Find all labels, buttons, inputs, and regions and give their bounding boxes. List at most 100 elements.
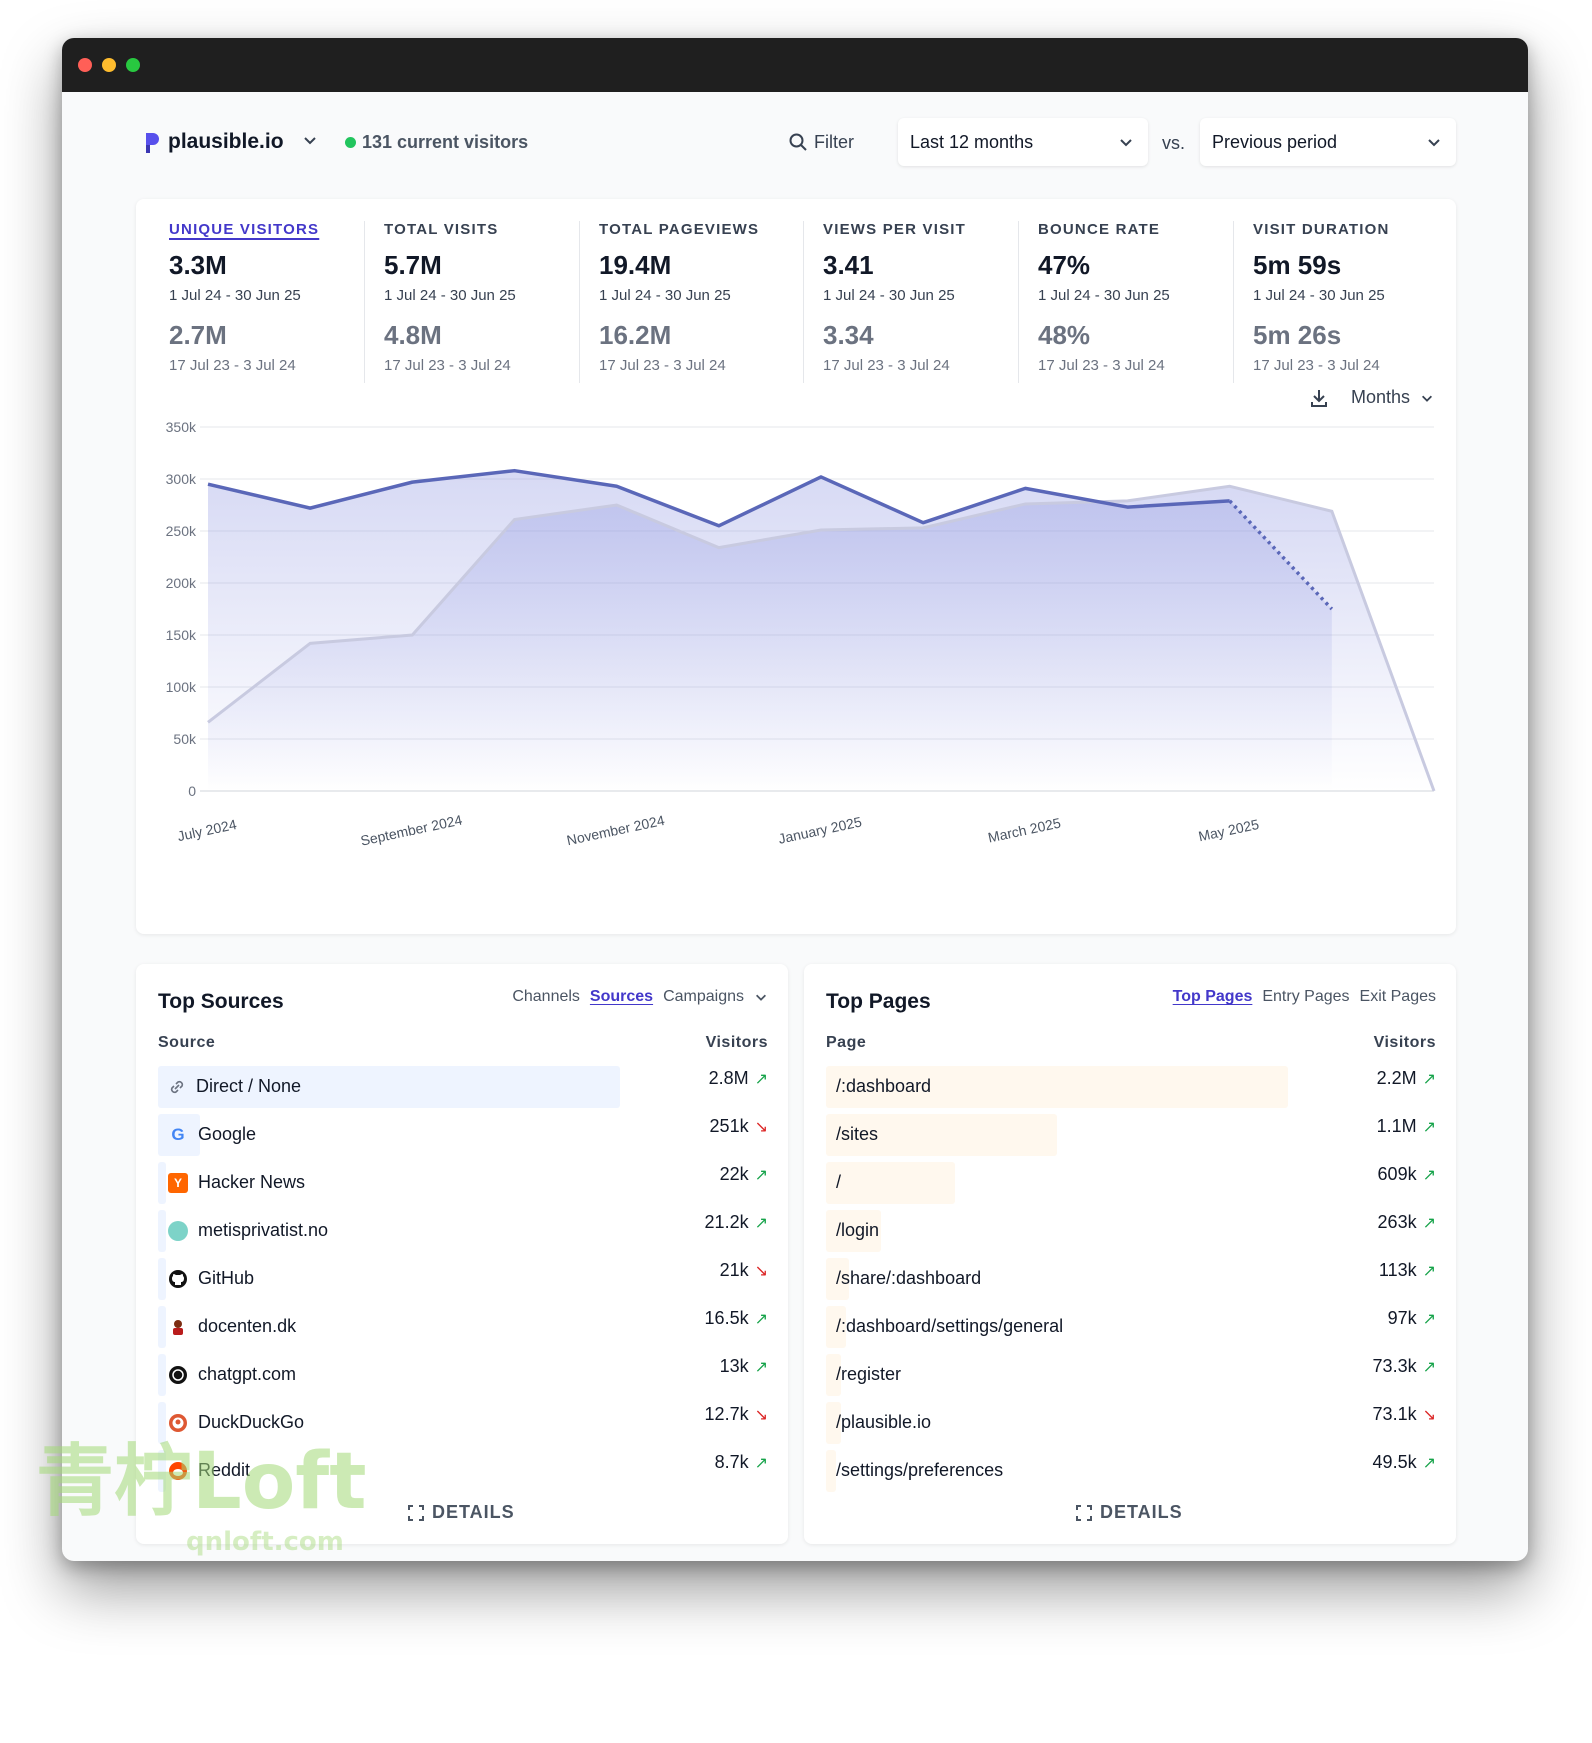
visitor-count: 1.1M — [1376, 1116, 1417, 1136]
row-name[interactable]: metisprivatist.no — [168, 1220, 328, 1241]
row-name[interactable]: GitHub — [168, 1268, 254, 1289]
row-name[interactable]: /login — [836, 1220, 879, 1241]
row-label: Reddit — [198, 1460, 251, 1480]
sources-details-button[interactable]: DETAILS — [408, 1502, 515, 1523]
metric-compare-value: 2.7M — [169, 320, 227, 350]
row-name[interactable]: /register — [836, 1364, 901, 1385]
metric-label: BOUNCE RATE — [1038, 221, 1161, 238]
metric-label: UNIQUE VISITORS — [169, 221, 320, 238]
row-name[interactable]: /share/:dashboard — [836, 1268, 981, 1289]
metric-bounce-rate[interactable]: BOUNCE RATE 47% 1 Jul 24 - 30 Jun 25 48%… — [1018, 221, 1170, 383]
list-item[interactable]: /share/:dashboard 113k ↗ — [826, 1256, 1436, 1304]
tab-sources[interactable]: Sources — [589, 988, 654, 1005]
list-item[interactable]: G Google 251k ↘ — [158, 1112, 768, 1160]
minimize-window-button[interactable] — [102, 58, 116, 72]
tab-exit-pages[interactable]: Exit Pages — [1359, 988, 1436, 1005]
tab-entry-pages[interactable]: Entry Pages — [1262, 988, 1350, 1005]
list-item[interactable]: /:dashboard/settings/general 97k ↗ — [826, 1304, 1436, 1352]
row-label: /plausible.io — [836, 1412, 932, 1432]
close-window-button[interactable] — [78, 58, 92, 72]
metric-range: 1 Jul 24 - 30 Jun 25 — [169, 287, 301, 304]
visitor-share-bar — [158, 1354, 166, 1396]
x-tick-label: January 2025 — [777, 813, 864, 846]
metric-label: VISIT DURATION — [1253, 221, 1390, 238]
list-item[interactable]: Direct / None 2.8M ↗ — [158, 1064, 768, 1112]
row-name[interactable]: Y Hacker News — [168, 1172, 305, 1193]
y-tick-label: 250k — [166, 523, 197, 539]
trend-up-icon: ↗ — [754, 1310, 768, 1328]
vs-label: vs. — [1162, 133, 1186, 153]
hackernews-icon: Y — [168, 1172, 188, 1193]
tab-top-pages[interactable]: Top Pages — [1172, 988, 1253, 1005]
site-favicon-icon — [168, 1220, 188, 1241]
y-tick-label: 200k — [166, 575, 197, 591]
row-visitors: 49.5k ↗ — [1373, 1452, 1436, 1473]
chevron-down-icon[interactable] — [754, 990, 768, 1004]
list-item[interactable]: DuckDuckGo 12.7k ↘ — [158, 1400, 768, 1448]
pages-details-button[interactable]: DETAILS — [1076, 1502, 1183, 1523]
row-name[interactable]: docenten.dk — [168, 1316, 296, 1337]
period-select[interactable]: Last 12 months — [898, 118, 1148, 166]
row-name[interactable]: /plausible.io — [836, 1412, 931, 1433]
metric-views-per-visit[interactable]: VIEWS PER VISIT 3.41 1 Jul 24 - 30 Jun 2… — [803, 221, 966, 383]
metric-compare-value: 3.34 — [823, 320, 874, 350]
interval-select[interactable]: Months — [1351, 387, 1434, 408]
row-name[interactable]: /:dashboard — [836, 1076, 931, 1097]
maximize-window-button[interactable] — [126, 58, 140, 72]
list-item[interactable]: Reddit 8.7k ↗ — [158, 1448, 768, 1496]
chevron-down-icon[interactable] — [302, 132, 318, 148]
sources-tabs: Channels Sources Campaigns — [512, 988, 768, 1006]
trend-up-icon: ↗ — [1422, 1070, 1436, 1088]
google-icon: G — [171, 1124, 185, 1144]
list-item[interactable]: metisprivatist.no 21.2k ↗ — [158, 1208, 768, 1256]
row-name[interactable]: /:dashboard/settings/general — [836, 1316, 1063, 1337]
list-item[interactable]: docenten.dk 16.5k ↗ — [158, 1304, 768, 1352]
row-name[interactable]: /settings/preferences — [836, 1460, 1003, 1481]
download-icon[interactable] — [1309, 388, 1329, 408]
visitor-count: 73.1k — [1372, 1404, 1417, 1424]
metric-unique-visitors[interactable]: UNIQUE VISITORS 3.3M 1 Jul 24 - 30 Jun 2… — [169, 221, 319, 383]
visitor-share-bar — [158, 1306, 166, 1348]
metric-visit-duration[interactable]: VISIT DURATION 5m 59s 1 Jul 24 - 30 Jun … — [1233, 221, 1390, 383]
row-name[interactable]: chatgpt.com — [168, 1364, 296, 1385]
row-name[interactable]: Reddit — [168, 1460, 250, 1481]
list-item[interactable]: GitHub 21k ↘ — [158, 1256, 768, 1304]
list-item[interactable]: /sites 1.1M ↗ — [826, 1112, 1436, 1160]
list-item[interactable]: / 609k ↗ — [826, 1160, 1436, 1208]
list-item[interactable]: /register 73.3k ↗ — [826, 1352, 1436, 1400]
comparison-select[interactable]: Previous period — [1200, 118, 1456, 166]
row-name[interactable]: Direct / None — [168, 1076, 301, 1097]
list-item[interactable]: Y Hacker News 22k ↗ — [158, 1160, 768, 1208]
row-name[interactable]: G Google — [168, 1124, 256, 1145]
filter-label: Filter — [814, 131, 854, 152]
current-visitors[interactable]: 131 current visitors — [362, 132, 529, 152]
metric-divider — [1233, 221, 1234, 383]
y-tick-label: 150k — [166, 627, 197, 643]
list-item[interactable]: chatgpt.com 13k ↗ — [158, 1352, 768, 1400]
column-header-visitors[interactable]: Visitors — [705, 1034, 768, 1051]
trend-up-icon: ↗ — [754, 1166, 768, 1184]
metric-total-visits[interactable]: TOTAL VISITS 5.7M 1 Jul 24 - 30 Jun 25 4… — [364, 221, 516, 383]
metric-compare-range: 17 Jul 23 - 3 Jul 24 — [599, 357, 726, 374]
y-tick-label: 0 — [188, 783, 196, 799]
visitors-chart[interactable]: 0 50k 100k 150k 200k 250k 300k 350k July 2024 Sep… — [136, 409, 1456, 929]
row-name[interactable]: /sites — [836, 1124, 878, 1145]
trend-up-icon: ↗ — [754, 1214, 768, 1232]
column-header-visitors[interactable]: Visitors — [1373, 1034, 1436, 1051]
list-item[interactable]: /settings/preferences 49.5k ↗ — [826, 1448, 1436, 1496]
window-titlebar — [62, 38, 1528, 92]
row-visitors: 73.3k ↗ — [1373, 1356, 1436, 1377]
x-tick-label: July 2024 — [176, 816, 238, 844]
tab-campaigns[interactable]: Campaigns — [663, 988, 744, 1005]
row-name[interactable]: / — [836, 1172, 841, 1193]
filter-button[interactable]: Filter — [788, 126, 854, 158]
list-item[interactable]: /login 263k ↗ — [826, 1208, 1436, 1256]
row-label: GitHub — [198, 1268, 255, 1288]
row-name[interactable]: DuckDuckGo — [168, 1412, 304, 1433]
svg-text:青柠Loft: 青柠Loft — [36, 1437, 367, 1527]
tab-channels[interactable]: Channels — [512, 988, 580, 1005]
metric-total-pageviews[interactable]: TOTAL PAGEVIEWS 19.4M 1 Jul 24 - 30 Jun … — [579, 221, 759, 383]
list-item[interactable]: /:dashboard 2.2M ↗ — [826, 1064, 1436, 1112]
list-item[interactable]: /plausible.io 73.1k ↘ — [826, 1400, 1436, 1448]
site-switcher[interactable]: plausible.io — [168, 130, 284, 153]
